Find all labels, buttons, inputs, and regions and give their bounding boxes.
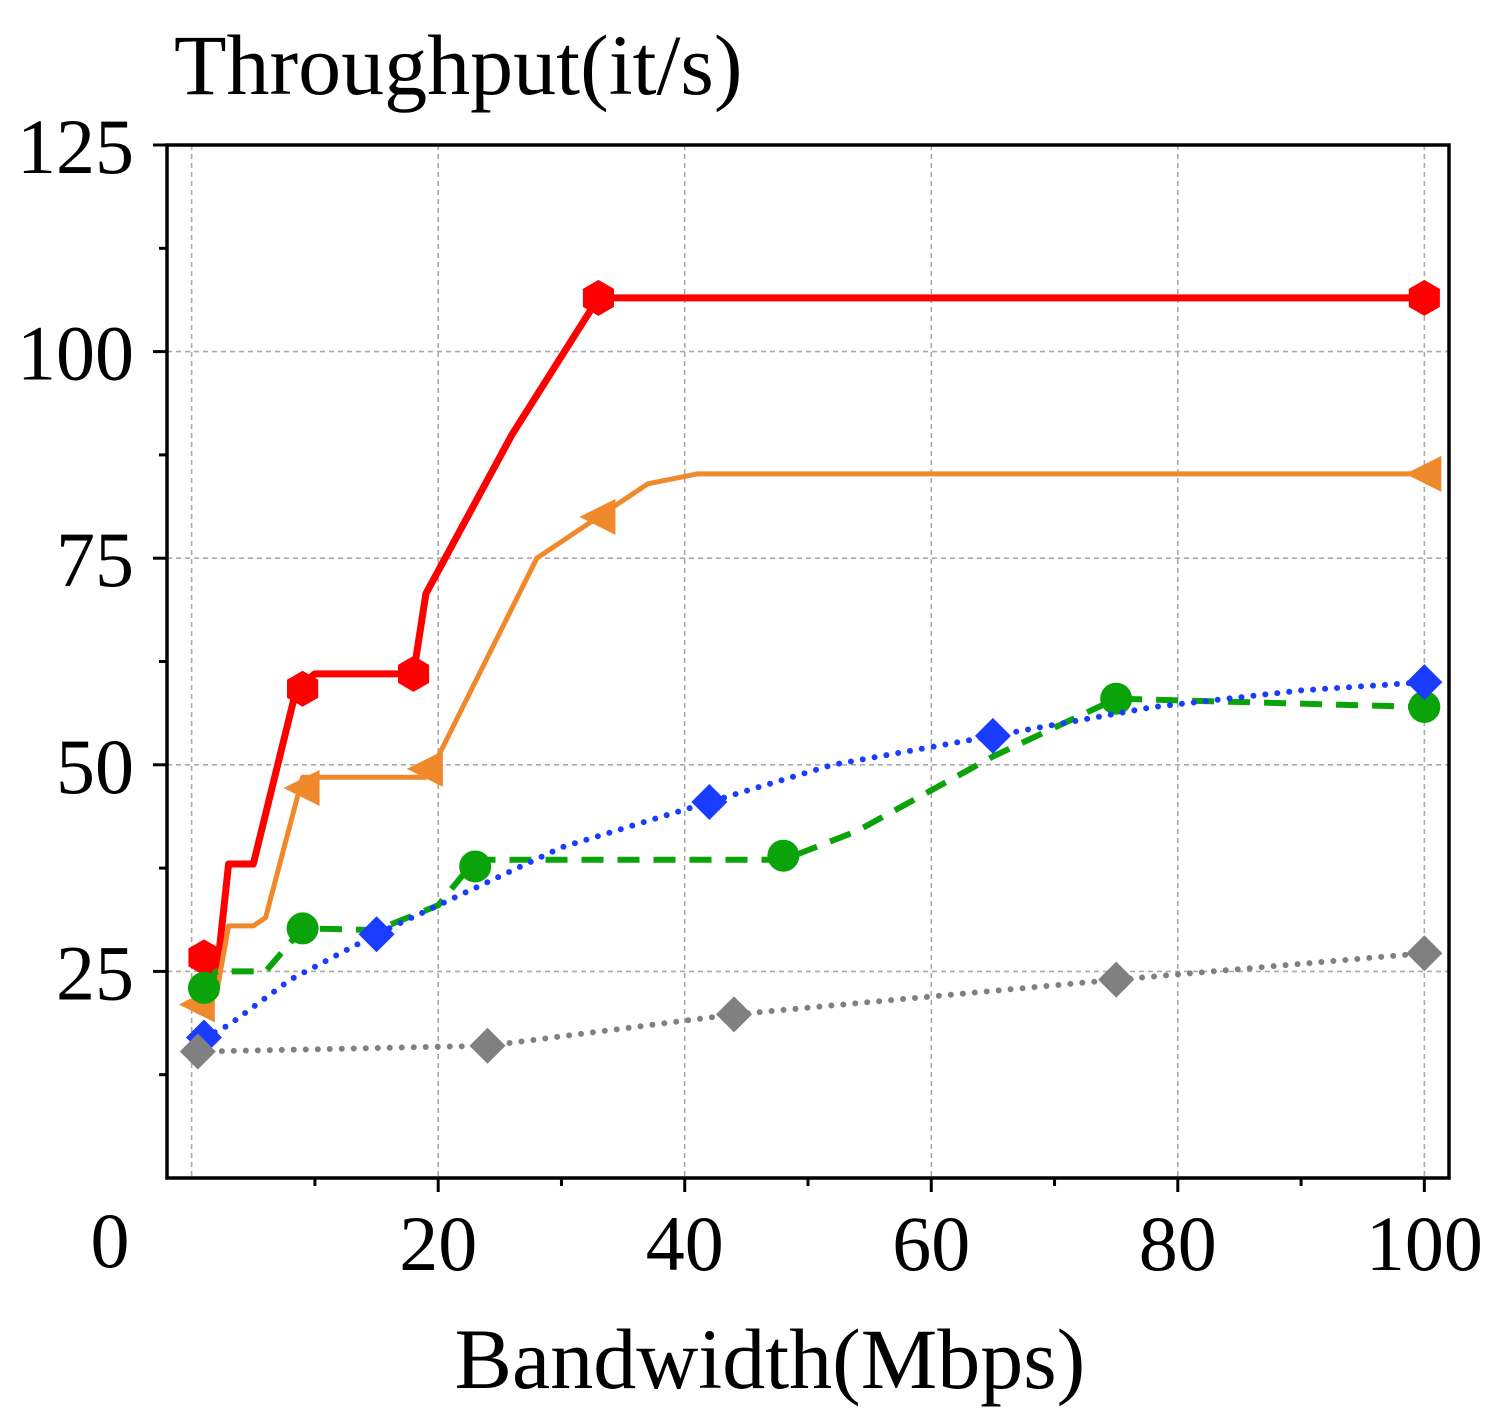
data-series	[185, 664, 1443, 1056]
series-line	[201, 695, 1425, 990]
data-point-marker	[582, 279, 614, 316]
data-point-marker	[459, 850, 492, 883]
data-point-marker	[187, 971, 220, 1004]
data-point-marker	[1405, 455, 1442, 492]
data-point-marker	[1408, 279, 1440, 316]
y-tick-label: 75	[56, 516, 134, 603]
data-point-marker	[358, 916, 395, 953]
axis-ticks	[153, 143, 1426, 1192]
data-point-marker	[1406, 935, 1443, 972]
x-tick-label: 40	[646, 1200, 724, 1287]
x-tick-label: 100	[1366, 1200, 1483, 1287]
x-tick-label: 60	[892, 1200, 970, 1287]
series-group	[178, 279, 1443, 1070]
origin-tick-label: 0	[91, 1197, 130, 1284]
x-axis-title: Bandwidth(Mbps)	[455, 1311, 1086, 1407]
data-point-marker	[1098, 961, 1135, 998]
data-series	[178, 455, 1442, 1023]
grid-lines	[167, 145, 1449, 1178]
data-point-marker	[286, 912, 319, 945]
data-point-marker	[287, 670, 319, 707]
data-point-marker	[469, 1027, 506, 1064]
series-line	[194, 950, 1428, 1055]
data-point-marker	[579, 498, 616, 535]
data-point-marker	[1406, 664, 1443, 701]
x-tick-label: 20	[399, 1200, 477, 1287]
y-tick-label: 125	[17, 103, 134, 190]
tick-labels: 20 40 60 80 100 25 50 75 100 125	[17, 103, 1483, 1287]
data-series	[188, 279, 1440, 982]
data-point-marker	[406, 750, 443, 787]
data-series	[179, 935, 1443, 1070]
data-series	[187, 682, 1441, 1004]
chart-title: Throughput(it/s)	[174, 17, 743, 113]
data-point-marker	[716, 996, 753, 1033]
x-tick-label: 80	[1139, 1200, 1217, 1287]
data-point-marker	[974, 717, 1011, 754]
data-point-marker	[179, 1033, 216, 1070]
data-point-marker	[691, 783, 728, 820]
data-point-marker	[283, 769, 320, 806]
data-point-marker	[767, 839, 800, 872]
y-tick-label: 100	[17, 310, 134, 397]
series-line	[200, 294, 1425, 982]
data-point-marker	[398, 655, 430, 692]
data-point-marker	[1408, 690, 1441, 723]
data-point-marker	[188, 939, 220, 976]
y-tick-label: 50	[56, 723, 134, 810]
y-tick-label: 25	[56, 929, 134, 1016]
series-line	[201, 679, 1428, 1041]
data-point-marker	[1100, 682, 1133, 715]
